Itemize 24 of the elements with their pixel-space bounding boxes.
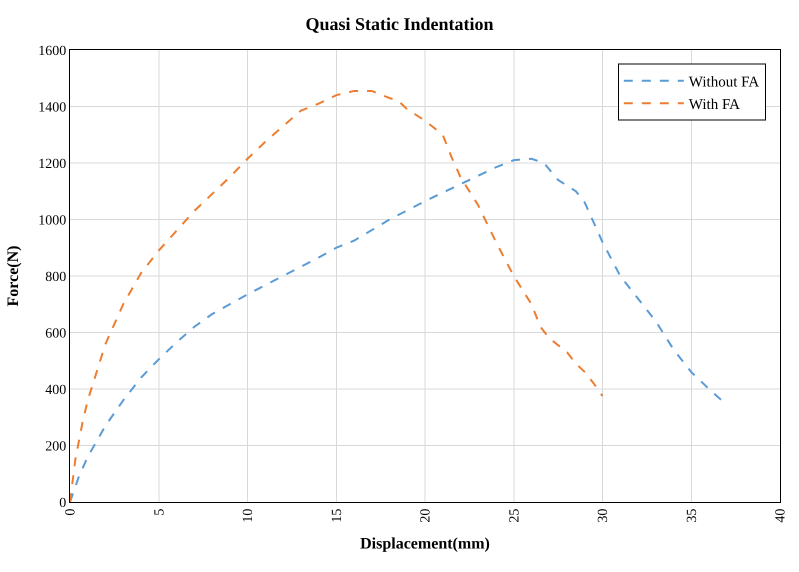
y-tick-label: 200 bbox=[45, 439, 66, 454]
x-tick-label: 0 bbox=[64, 508, 79, 516]
line-series bbox=[70, 158, 724, 502]
x-axis-title: Displacement(mm) bbox=[360, 535, 490, 552]
x-tick-label: 20 bbox=[418, 508, 434, 523]
x-tick-label: 35 bbox=[684, 508, 700, 523]
y-tick-label: 1400 bbox=[38, 100, 66, 116]
line-series bbox=[70, 90, 604, 502]
y-tick-label: 600 bbox=[45, 326, 66, 342]
y-tick-label: 1200 bbox=[38, 156, 66, 172]
x-tick-label: 25 bbox=[507, 508, 522, 523]
x-tick-label: 15 bbox=[330, 508, 345, 523]
chart-title: Quasi Static Indentation bbox=[305, 14, 494, 34]
x-tick-label: 30 bbox=[596, 508, 612, 523]
x-tick-label: 5 bbox=[152, 508, 168, 516]
x-tick-label: 10 bbox=[241, 508, 256, 523]
legend-label: Without FA bbox=[688, 74, 760, 91]
y-tick-label: 800 bbox=[45, 270, 66, 285]
y-axis-title: Force(N) bbox=[5, 246, 22, 306]
y-tick-label: 1000 bbox=[38, 213, 66, 228]
legend-label: With FA bbox=[688, 97, 740, 114]
x-tick-label: 40 bbox=[774, 508, 789, 523]
y-tick-label: 400 bbox=[45, 382, 66, 398]
y-tick-label: 1600 bbox=[38, 44, 66, 59]
